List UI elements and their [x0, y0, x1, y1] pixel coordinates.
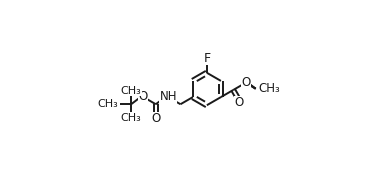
Text: O: O [152, 112, 161, 125]
Text: CH₃: CH₃ [121, 113, 142, 123]
Text: F: F [203, 52, 210, 65]
Text: NH: NH [159, 90, 177, 103]
Text: CH₃: CH₃ [258, 82, 280, 95]
Text: CH₃: CH₃ [98, 99, 118, 109]
Text: O: O [241, 76, 251, 89]
Text: O: O [138, 90, 147, 103]
Text: CH₃: CH₃ [121, 86, 142, 96]
Text: O: O [235, 96, 244, 109]
